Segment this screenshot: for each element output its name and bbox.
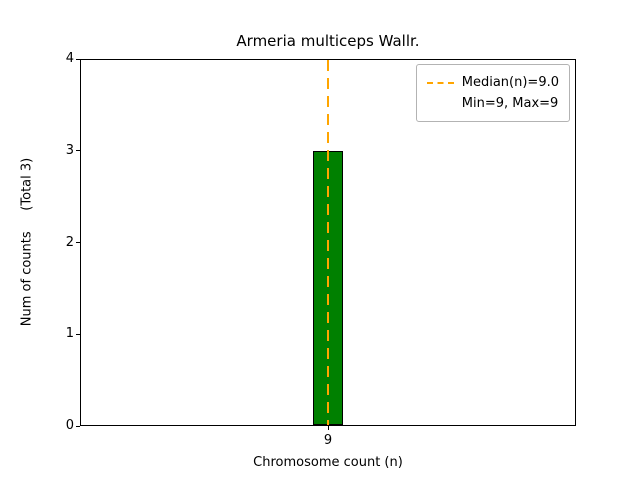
x-tick-label: 9 — [323, 433, 333, 448]
x-axis-label: Chromosome count (n) — [253, 455, 403, 470]
legend-label-median: Median(n)=9.0 — [461, 75, 559, 90]
chart-title: Armeria multiceps Wallr. — [236, 32, 420, 50]
y-axis-label: Num of counts (Total 3) — [19, 157, 35, 327]
legend-label-minmax: Min=9, Max=9 — [461, 96, 559, 111]
y-tick-label: 1 — [65, 326, 74, 342]
median-dashed-line-sample — [426, 81, 454, 84]
y-tick-label: 3 — [65, 142, 74, 158]
y-tick-label: 2 — [65, 234, 74, 250]
y-tick-mark — [76, 242, 80, 243]
y-tick-mark — [76, 333, 80, 335]
y-tick-mark — [76, 58, 80, 60]
y-tick-mark — [76, 425, 80, 427]
legend-entry-median: Median(n)=9.0 — [426, 72, 559, 93]
y-tick-mark — [76, 150, 80, 152]
y-tick-label: 0 — [65, 418, 74, 433]
y-tick-label: 4 — [65, 51, 74, 66]
x-tick-mark — [327, 426, 329, 430]
legend-entry-minmax: Min=9, Max=9 — [427, 93, 559, 114]
median-line — [327, 60, 329, 425]
legend: Median(n)=9.0 Min=9, Max=9 — [415, 64, 570, 122]
